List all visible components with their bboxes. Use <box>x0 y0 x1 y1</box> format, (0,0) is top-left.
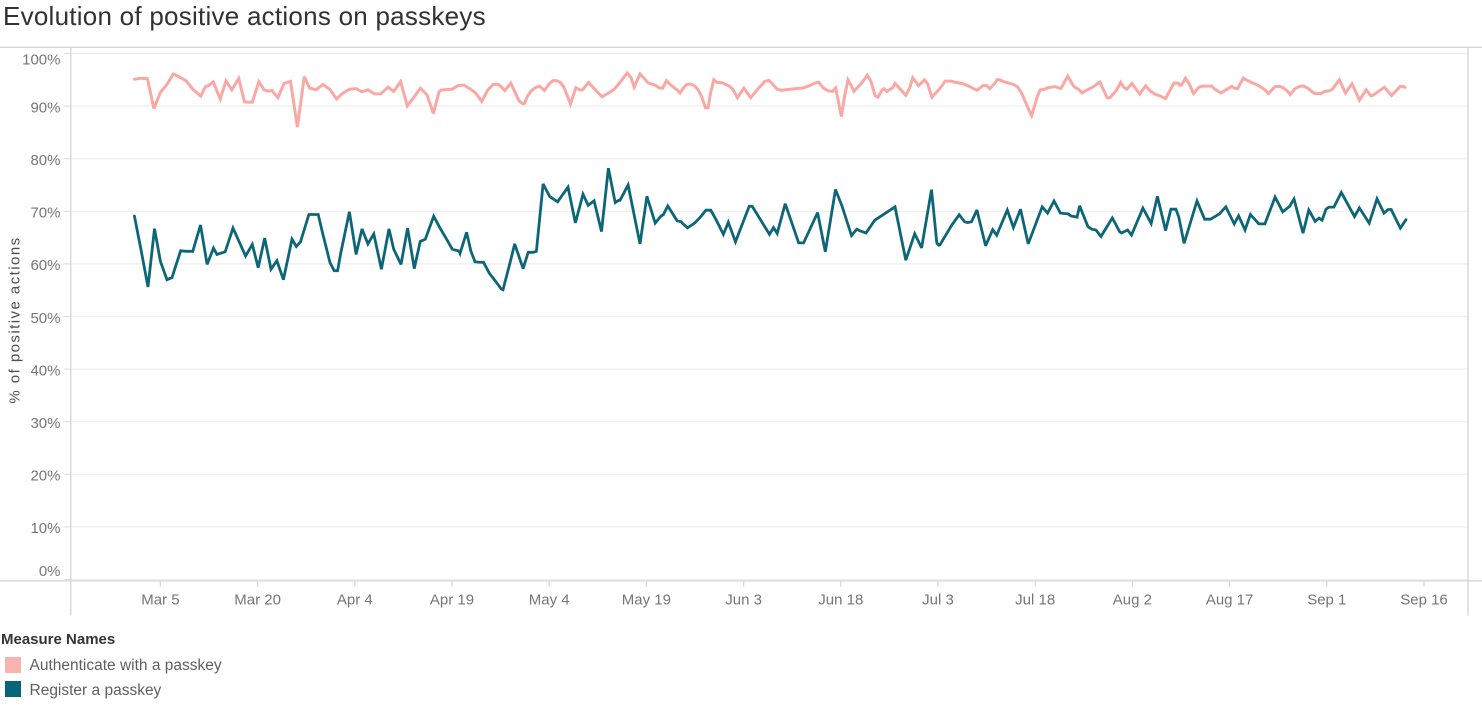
svg-text:Apr 4: Apr 4 <box>337 592 373 609</box>
svg-text:Jun 3: Jun 3 <box>725 592 762 609</box>
svg-text:May 19: May 19 <box>622 592 671 609</box>
svg-text:% of positive actions: % of positive actions <box>7 236 24 403</box>
svg-text:Jun 18: Jun 18 <box>818 592 863 609</box>
svg-text:70%: 70% <box>30 205 60 222</box>
svg-text:0%: 0% <box>39 563 61 580</box>
svg-text:60%: 60% <box>30 257 60 274</box>
svg-text:80%: 80% <box>30 152 60 169</box>
svg-text:Mar 5: Mar 5 <box>141 592 179 609</box>
svg-text:Aug 2: Aug 2 <box>1113 592 1152 609</box>
svg-text:Jul 3: Jul 3 <box>922 592 954 609</box>
svg-text:Mar 20: Mar 20 <box>234 592 281 609</box>
svg-text:Sep 16: Sep 16 <box>1400 592 1448 609</box>
svg-text:Jul 18: Jul 18 <box>1015 592 1055 609</box>
svg-text:Apr 19: Apr 19 <box>430 592 474 609</box>
svg-text:10%: 10% <box>30 520 60 537</box>
svg-text:May 4: May 4 <box>529 592 570 609</box>
svg-text:100%: 100% <box>22 52 60 69</box>
svg-text:40%: 40% <box>30 362 60 379</box>
svg-text:30%: 30% <box>30 415 60 432</box>
svg-text:50%: 50% <box>30 310 60 327</box>
svg-text:90%: 90% <box>30 99 60 116</box>
svg-text:Sep 1: Sep 1 <box>1307 592 1346 609</box>
svg-text:20%: 20% <box>30 468 60 485</box>
svg-text:Aug 17: Aug 17 <box>1206 592 1254 609</box>
